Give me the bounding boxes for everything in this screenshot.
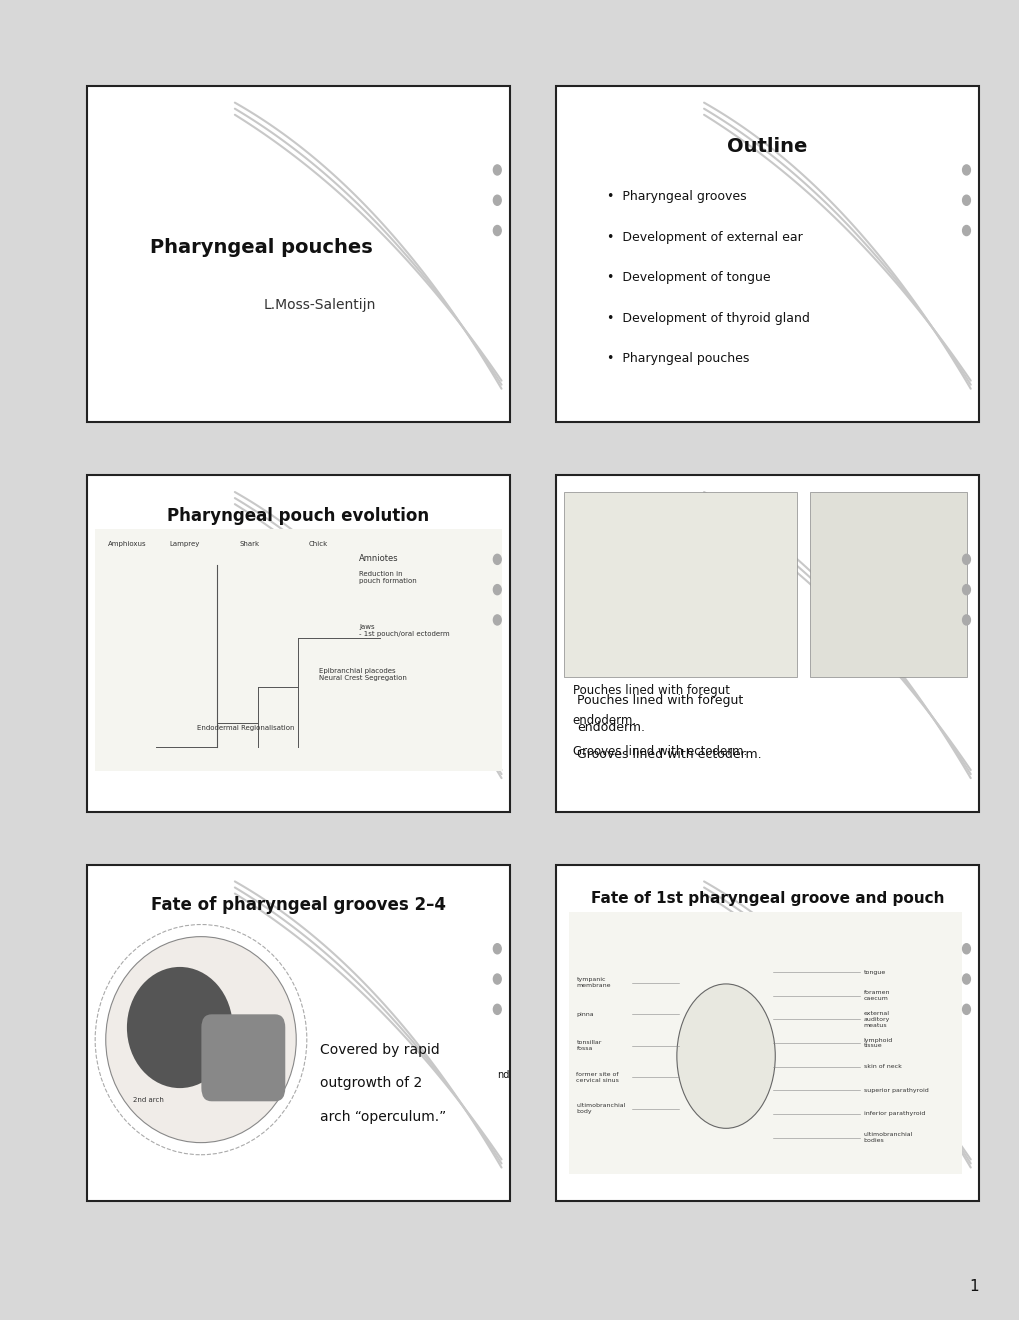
FancyBboxPatch shape <box>87 475 510 812</box>
Text: tongue: tongue <box>863 970 886 974</box>
Text: •  Pharyngeal grooves: • Pharyngeal grooves <box>606 190 746 203</box>
Text: tympanic
membrane: tympanic membrane <box>576 977 610 987</box>
Circle shape <box>493 944 500 954</box>
Circle shape <box>962 195 969 206</box>
Text: ultimobranchial
bodies: ultimobranchial bodies <box>863 1133 912 1143</box>
Text: Pouches lined with foregut: Pouches lined with foregut <box>573 684 730 697</box>
Text: former site of
cervical sinus: former site of cervical sinus <box>576 1072 619 1082</box>
Circle shape <box>962 585 969 595</box>
Text: Outline: Outline <box>727 137 807 156</box>
Circle shape <box>962 615 969 624</box>
Text: Fate of 1st pharyngeal groove and pouch: Fate of 1st pharyngeal groove and pouch <box>590 891 944 906</box>
Ellipse shape <box>677 983 774 1129</box>
Circle shape <box>962 226 969 235</box>
Text: Pharyngeal pouch evolution: Pharyngeal pouch evolution <box>167 507 429 524</box>
Text: inferior parathyroid: inferior parathyroid <box>863 1111 924 1117</box>
Bar <box>809 492 966 677</box>
Text: Reduction in
pouch formation: Reduction in pouch formation <box>359 572 417 583</box>
Text: skin of neck: skin of neck <box>863 1064 901 1069</box>
Text: Pouches lined with foregut: Pouches lined with foregut <box>577 694 743 708</box>
Text: Epibranchial placodes
Neural Crest Segregation: Epibranchial placodes Neural Crest Segre… <box>318 668 407 681</box>
Text: foramen
caecum: foramen caecum <box>863 990 890 1001</box>
Circle shape <box>962 1005 969 1014</box>
FancyBboxPatch shape <box>555 865 978 1201</box>
Text: tonsillar
fossa: tonsillar fossa <box>576 1040 601 1051</box>
Circle shape <box>493 195 500 206</box>
Bar <box>568 912 961 1175</box>
Ellipse shape <box>106 937 296 1143</box>
Ellipse shape <box>126 968 232 1088</box>
Text: Covered by rapid: Covered by rapid <box>319 1043 439 1057</box>
Text: endoderm.: endoderm. <box>577 721 644 734</box>
Circle shape <box>493 615 500 624</box>
Circle shape <box>493 585 500 595</box>
FancyBboxPatch shape <box>201 1014 285 1101</box>
Text: 2nd arch: 2nd arch <box>132 1097 163 1104</box>
Circle shape <box>493 554 500 565</box>
Text: •  Development of thyroid gland: • Development of thyroid gland <box>606 312 809 325</box>
Text: •  Pharyngeal pouches: • Pharyngeal pouches <box>606 352 748 364</box>
Text: endoderm.: endoderm. <box>573 714 636 727</box>
Text: arch “operculum.”: arch “operculum.” <box>319 1110 445 1125</box>
Text: Amphioxus: Amphioxus <box>108 541 147 548</box>
FancyBboxPatch shape <box>555 86 978 422</box>
Text: Shark: Shark <box>239 541 260 548</box>
Text: Endodermal Regionalisation: Endodermal Regionalisation <box>197 725 293 731</box>
Text: Fate of pharyngeal grooves 2–4: Fate of pharyngeal grooves 2–4 <box>151 896 445 913</box>
Text: Amniotes: Amniotes <box>359 553 398 562</box>
Text: Grooves lined with ectoderm.: Grooves lined with ectoderm. <box>573 744 746 758</box>
Circle shape <box>493 165 500 176</box>
Text: 1: 1 <box>969 1279 978 1294</box>
Text: superior parathyroid: superior parathyroid <box>863 1088 927 1093</box>
Circle shape <box>493 974 500 985</box>
Circle shape <box>962 554 969 565</box>
Circle shape <box>493 1005 500 1014</box>
Text: Jaws
- 1st pouch/oral ectoderm: Jaws - 1st pouch/oral ectoderm <box>359 624 449 638</box>
Text: outgrowth of 2: outgrowth of 2 <box>319 1076 421 1090</box>
Text: Chick: Chick <box>309 541 328 548</box>
Text: lymphoid
tissue: lymphoid tissue <box>863 1038 893 1048</box>
Bar <box>95 529 501 771</box>
FancyBboxPatch shape <box>87 865 510 1201</box>
Text: external
auditory
meatus: external auditory meatus <box>863 1011 890 1028</box>
Text: •  Development of external ear: • Development of external ear <box>606 231 802 244</box>
Text: Pharyngeal pouches: Pharyngeal pouches <box>150 238 373 257</box>
Bar <box>564 492 797 677</box>
Text: nd: nd <box>497 1071 510 1080</box>
Circle shape <box>493 226 500 235</box>
Text: ultimobranchial
body: ultimobranchial body <box>576 1104 626 1114</box>
Circle shape <box>962 974 969 985</box>
Circle shape <box>962 944 969 954</box>
Text: Grooves lined with ectoderm.: Grooves lined with ectoderm. <box>577 748 761 762</box>
FancyBboxPatch shape <box>87 86 510 422</box>
FancyBboxPatch shape <box>555 475 978 812</box>
Text: pinna: pinna <box>576 1011 593 1016</box>
Circle shape <box>962 165 969 176</box>
Text: Lamprey: Lamprey <box>169 541 200 548</box>
Text: •  Development of tongue: • Development of tongue <box>606 271 769 284</box>
Text: L.Moss-Salentijn: L.Moss-Salentijn <box>263 297 375 312</box>
